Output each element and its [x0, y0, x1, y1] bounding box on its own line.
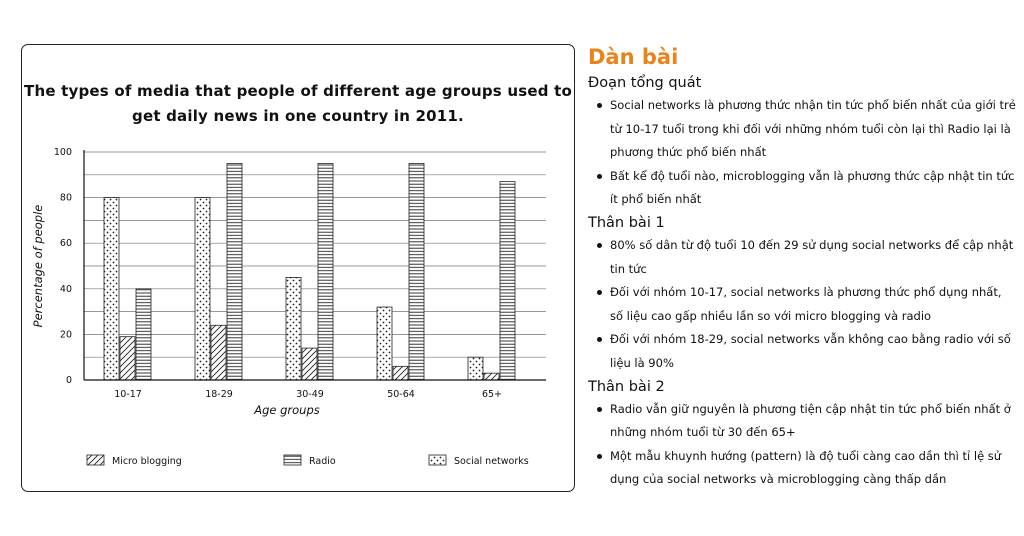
- outline-bullet-list: Radio vẫn giữ nguyên là phương tiện cập …: [588, 398, 1018, 492]
- bar: [467, 356, 484, 381]
- bar: [103, 197, 120, 381]
- y-tick-label: 100: [54, 147, 72, 158]
- bar: [210, 324, 227, 381]
- outline-bullet-text: Bất kể độ tuổi nào, microblogging vẫn là…: [610, 168, 1015, 207]
- bar: [285, 276, 302, 381]
- x-tick-label: 30-49: [296, 389, 324, 400]
- outline-bullet-list: Social networks là phương thức nhận tin …: [588, 94, 1018, 212]
- x-axis-label: Age groups: [253, 403, 320, 417]
- bar-chart: 0 20 40 60 80 100 10-17 18-29 30-49 50-64 65+ Age g…: [31, 147, 546, 467]
- bar: [194, 197, 211, 381]
- bar: [499, 181, 516, 381]
- outline-bullet-text: Radio vẫn giữ nguyên là phương tiện cập …: [610, 401, 1011, 440]
- bar: [135, 288, 152, 381]
- y-axis-label: Percentage of people: [31, 205, 45, 328]
- y-tick-label: 60: [60, 238, 72, 249]
- outline-bullet-text: Một mẫu khuynh hướng (pattern) là độ tuổ…: [610, 448, 1002, 487]
- x-tick-label: 10-17: [114, 389, 142, 400]
- bullet-dot-icon: [597, 103, 602, 108]
- legend-swatch: [428, 454, 447, 466]
- outline-bullet-item: Social networks là phương thức nhận tin …: [597, 94, 1018, 165]
- bullet-dot-icon: [597, 337, 602, 343]
- outline-bullet-text: Đối với nhóm 10-17, social networks là p…: [610, 285, 1002, 323]
- outline-bullet-text: 80% số dân từ độ tuổi 10 đến 29 sử dụng …: [610, 237, 1014, 276]
- bar: [301, 347, 318, 381]
- outline-panel: Dàn bài Đoạn tổng quát Social networks là…: [588, 42, 1018, 492]
- outline-bullet-list: 80% số dân từ độ tuổi 10 đến 29 sử dụng …: [588, 234, 1018, 376]
- legend-label: Radio: [309, 456, 336, 467]
- outline-bullet-text: Đối với nhóm 18-29, social networks vẫn …: [610, 332, 1011, 370]
- bar: [317, 163, 334, 381]
- y-tick-label: 20: [60, 329, 72, 340]
- x-tick-label: 65+: [482, 389, 502, 400]
- outline-bullet-text: Social networks là phương thức nhận tin …: [610, 98, 1016, 160]
- bullet-dot-icon: [597, 290, 602, 296]
- legend-swatch: [283, 454, 302, 466]
- bar: [408, 163, 425, 381]
- outline-section-title: Thân bài 1: [588, 214, 665, 231]
- outline-bullet-item: Radio vẫn giữ nguyên là phương tiện cập …: [597, 398, 1018, 445]
- legend-label: Social networks: [454, 456, 529, 467]
- bullet-dot-icon: [597, 242, 602, 248]
- bullet-dot-icon: [597, 173, 602, 179]
- outline-section-title: Đoạn tổng quát: [588, 75, 702, 91]
- bullet-dot-icon: [597, 453, 602, 459]
- outline-bullet-item: Một mẫu khuynh hướng (pattern) là độ tuổ…: [597, 445, 1018, 492]
- bar: [376, 306, 393, 381]
- bar: [392, 365, 409, 381]
- legend-label: Micro blogging: [112, 456, 182, 467]
- bar: [483, 372, 500, 381]
- bar: [119, 336, 136, 381]
- outline-bullet-item: Đối với nhóm 10-17, social networks là p…: [597, 281, 1018, 328]
- outline-bullet-item: 80% số dân từ độ tuổi 10 đến 29 sử dụng …: [597, 234, 1018, 281]
- outline-bullet-item: Bất kể độ tuổi nào, microblogging vẫn là…: [597, 165, 1018, 212]
- chart-card: The types of media that people of differ…: [21, 44, 575, 492]
- outline-heading: Dàn bài: [588, 45, 679, 69]
- legend-swatch: [86, 454, 105, 466]
- x-tick-label: 18-29: [205, 389, 233, 400]
- x-tick-label: 50-64: [387, 389, 415, 400]
- bar: [226, 163, 243, 381]
- y-tick-label: 0: [66, 375, 72, 386]
- y-tick-label: 80: [60, 193, 72, 204]
- chart-title: The types of media that people of differ…: [24, 82, 572, 125]
- outline-section-title: Thân bài 2: [588, 378, 665, 395]
- bullet-dot-icon: [597, 406, 602, 412]
- outline-bullet-item: Đối với nhóm 18-29, social networks vẫn …: [597, 328, 1018, 375]
- y-tick-label: 40: [60, 284, 72, 295]
